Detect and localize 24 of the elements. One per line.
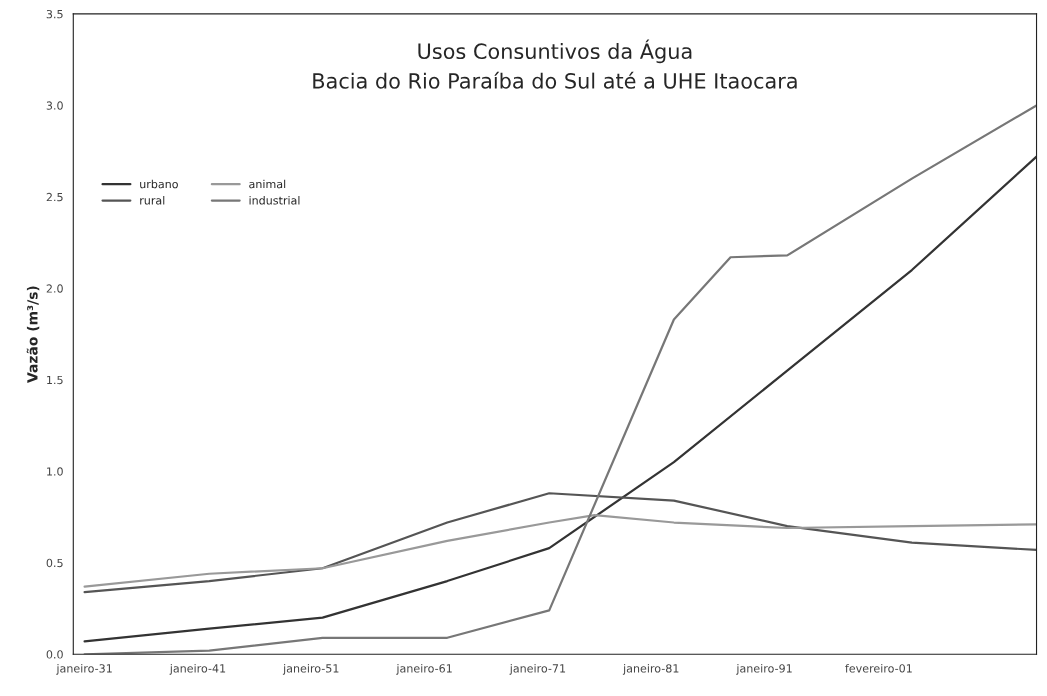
y-tick-label: 1.5 — [47, 375, 63, 385]
y-tick-label: 2.5 — [46, 192, 63, 202]
legend-label: rural — [140, 195, 165, 205]
x-tick-label: janeiro-61 — [396, 663, 452, 675]
x-tick-label: janeiro-51 — [282, 663, 339, 675]
x-tick-label: janeiro-41 — [169, 663, 226, 675]
line-series — [83, 514, 1037, 588]
x-tick-label: fevereiro-01 — [845, 663, 912, 673]
y-axis-title: Vazão (m³/s) — [26, 286, 40, 383]
y-tick-label: 3.5 — [46, 9, 63, 19]
y-tick-label: 0.5 — [46, 558, 63, 568]
text: Usos Consuntivos da Água Bacia do Rio Paraíba do Sul até a UHE Itaocara — [313, 39, 797, 89]
y-tick-label: 3.0 — [46, 101, 63, 110]
line-series — [83, 492, 1037, 594]
legend-label: industrial — [249, 195, 300, 205]
x-tick-label: janeiro-31 — [56, 663, 112, 675]
legend-label: animal — [249, 179, 286, 189]
x-tick-label: janeiro-91 — [736, 663, 792, 675]
y-tick-label: 2.0 — [46, 284, 63, 293]
y-tick-label: 1.0 — [47, 467, 63, 476]
x-tick-label: janeiro-71 — [509, 663, 566, 675]
legend-label: urbano — [140, 179, 178, 189]
y-tick-label: 0.0 — [46, 650, 63, 659]
x-tick-label: janeiro-81 — [622, 663, 679, 675]
